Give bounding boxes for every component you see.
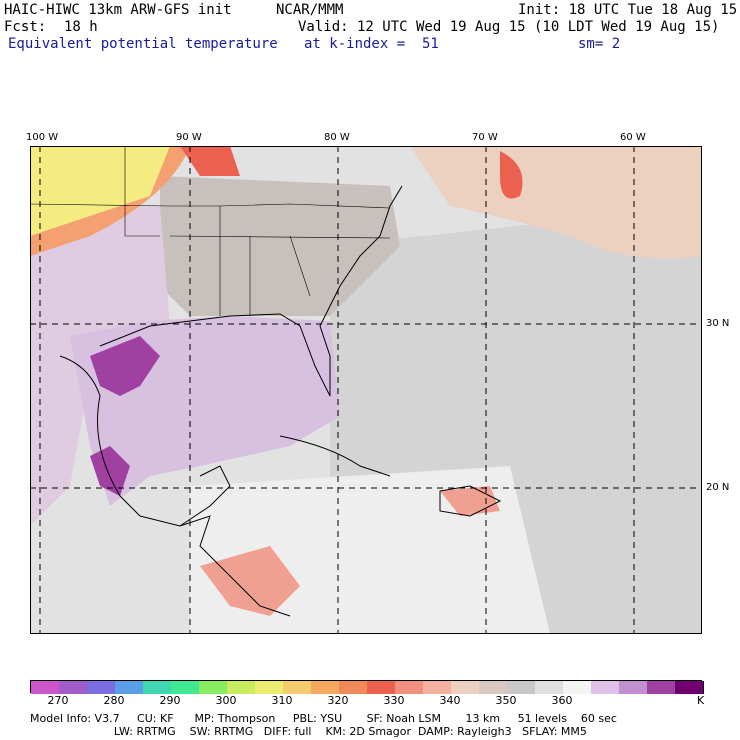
fcst-value: 18 h (64, 19, 98, 35)
lon-label-90w: 90 W (176, 132, 202, 143)
colorbar-swatch (171, 681, 200, 694)
map-frame (30, 146, 702, 634)
colorbar-tick-label: 340 (439, 694, 461, 707)
colorbar-swatch (507, 681, 536, 694)
colorbar-swatch (255, 681, 284, 694)
org-label: NCAR/MMM (276, 2, 344, 18)
colorbar-swatch (395, 681, 424, 694)
colorbar-swatch (311, 681, 340, 694)
colorbar-swatch (423, 681, 452, 694)
colorbar-tick-label: 360 (551, 694, 573, 707)
warm-blob-ne (500, 151, 523, 199)
colorbar-swatch (143, 681, 172, 694)
colorbar-swatch (451, 681, 480, 694)
yellow-field-nw (30, 146, 170, 236)
colorbar-swatch (227, 681, 256, 694)
colorbar-tick-label: 310 (271, 694, 293, 707)
purple-blob-mx-coast (90, 446, 130, 496)
colorbar-swatch (31, 681, 60, 694)
orange-band-nw (30, 146, 190, 256)
colorbar-tick-label: 290 (159, 694, 181, 707)
lon-label-70w: 70 W (472, 132, 498, 143)
footer-line-1: Model Info: V3.7 CU: KF MP: Thompson PBL… (30, 712, 617, 725)
colorbar-tick-label: 280 (103, 694, 125, 707)
colorbar-swatch (283, 681, 312, 694)
smoothing-label: sm= 2 (578, 36, 621, 52)
lat-label-20n: 20 N (706, 482, 730, 493)
colorbar-swatch (619, 681, 648, 694)
colorbar-tick-label: 270 (47, 694, 69, 707)
colorbar-swatch (87, 681, 116, 694)
central-america-warm (200, 546, 300, 616)
colorbar-swatch (563, 681, 592, 694)
coastlines (59, 185, 502, 617)
colorbar-tick-label: 350 (495, 694, 517, 707)
theta-e-map (30, 146, 702, 634)
lon-label-80w: 80 W (324, 132, 350, 143)
graticule (30, 146, 702, 634)
level-label: at k-index = 51 (304, 36, 439, 52)
red-blob-north (180, 146, 240, 176)
lon-label-100w: 100 W (26, 132, 59, 143)
colorbar-swatch (367, 681, 396, 694)
colorbar-swatch (339, 681, 368, 694)
colorbar-swatch (591, 681, 620, 694)
init-time: Init: 18 UTC Tue 18 Aug 15 (518, 2, 738, 18)
colorbar-swatch (479, 681, 508, 694)
colorbar (30, 680, 704, 694)
model-title: HAIC-HIWC 13km ARW-GFS init (4, 2, 232, 18)
colorbar-swatch (115, 681, 144, 694)
field-name: Equivalent potential temperature (8, 36, 278, 52)
colorbar-swatch (675, 681, 704, 694)
colorbar-tick-label: 300 (215, 694, 237, 707)
colorbar-swatch (647, 681, 676, 694)
footer-line-2: LW: RRTMG SW: RRTMG DIFF: full KM: 2D Sm… (30, 725, 587, 738)
purple-blob-tx-coast (90, 336, 160, 396)
colorbar-swatch (59, 681, 88, 694)
state-borders (30, 146, 391, 316)
colorbar-tick-label: 320 (327, 694, 349, 707)
colorbar-tick-label: 330 (383, 694, 405, 707)
salmon-field-ne (410, 146, 702, 259)
fcst-label: Fcst: (4, 19, 47, 35)
lat-label-30n: 30 N (706, 318, 730, 329)
colorbar-swatch (199, 681, 228, 694)
valid-time: Valid: 12 UTC Wed 19 Aug 15 (10 LDT Wed … (298, 19, 720, 35)
lon-label-60w: 60 W (620, 132, 646, 143)
colorbar-unit: K (697, 694, 705, 707)
colorbar-swatch (535, 681, 564, 694)
